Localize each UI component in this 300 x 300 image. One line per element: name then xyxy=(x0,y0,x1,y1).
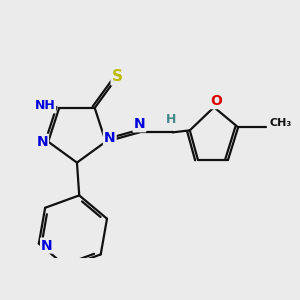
Text: O: O xyxy=(210,94,222,108)
Text: N: N xyxy=(134,117,145,131)
Text: H: H xyxy=(166,113,176,126)
Text: N: N xyxy=(36,135,48,149)
Text: N: N xyxy=(41,238,53,253)
Text: NH: NH xyxy=(34,99,55,112)
Text: S: S xyxy=(112,69,123,84)
Text: CH₃: CH₃ xyxy=(269,118,292,128)
Text: N: N xyxy=(104,131,116,145)
